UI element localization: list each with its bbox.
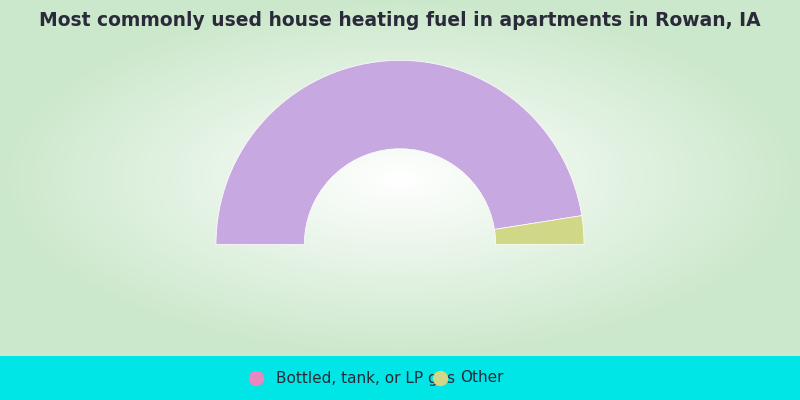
Wedge shape	[494, 216, 584, 244]
Text: Most commonly used house heating fuel in apartments in Rowan, IA: Most commonly used house heating fuel in…	[39, 11, 761, 30]
Point	[250, 375, 262, 381]
Wedge shape	[216, 60, 582, 244]
Point	[434, 375, 446, 381]
Text: Other: Other	[460, 370, 503, 386]
Text: Bottled, tank, or LP gas: Bottled, tank, or LP gas	[276, 370, 455, 386]
